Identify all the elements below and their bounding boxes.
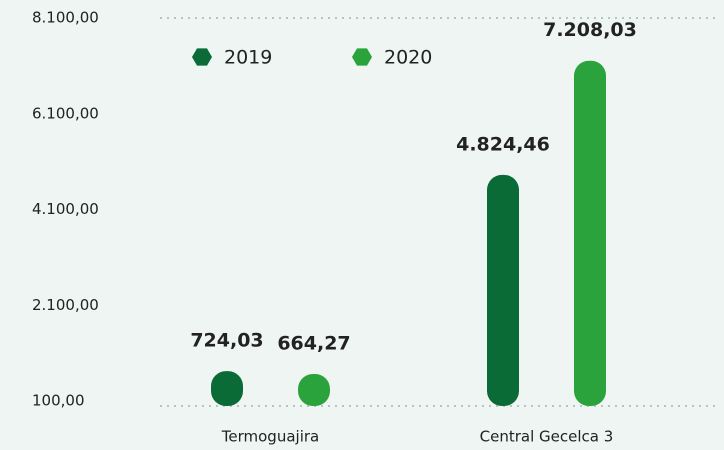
value-label: 7.208,03	[543, 19, 637, 41]
y-tick-label: 6.100,00	[32, 104, 99, 122]
bar	[211, 371, 243, 406]
y-tick-label: 4.100,00	[32, 200, 99, 218]
x-tick-label: Central Gecelca 3	[480, 428, 614, 446]
value-label: 4.824,46	[456, 133, 550, 155]
legend-swatch	[192, 48, 212, 66]
bar	[574, 60, 606, 406]
y-tick-label: 100,00	[32, 392, 85, 410]
bar	[487, 174, 519, 406]
legend-label: 2019	[224, 47, 272, 69]
y-tick-label: 8.100,00	[32, 9, 99, 27]
x-tick-label: Termoguajira	[221, 428, 319, 446]
y-tick-label: 2.100,00	[32, 296, 99, 314]
bar	[298, 373, 330, 406]
value-label: 664,27	[277, 332, 350, 354]
legend-swatch	[352, 48, 372, 66]
value-label: 724,03	[190, 330, 263, 352]
legend-label: 2020	[384, 47, 432, 69]
